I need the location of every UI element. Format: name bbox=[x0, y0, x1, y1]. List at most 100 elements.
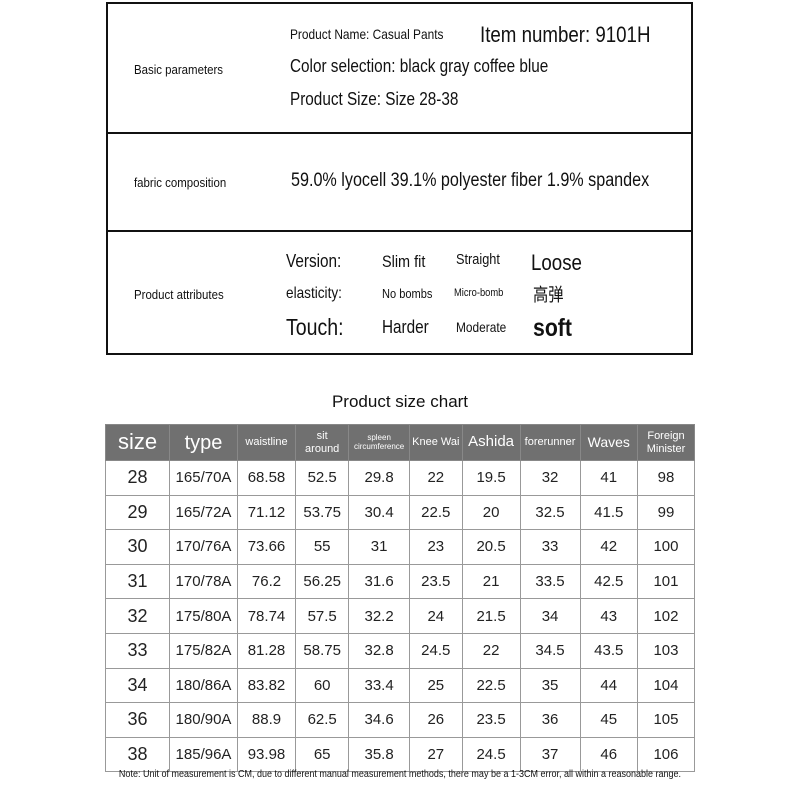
table-cell: 43 bbox=[579, 598, 638, 634]
table-cell: 20 bbox=[461, 494, 521, 531]
table-cell: 100 bbox=[636, 529, 696, 565]
table-cell: 41 bbox=[579, 460, 638, 496]
table-cell: 46 bbox=[579, 736, 638, 773]
table-cell: 175/82A bbox=[169, 632, 238, 669]
table-cell: 42 bbox=[579, 529, 638, 565]
version-option: Loose bbox=[531, 250, 582, 275]
table-cell: 68.58 bbox=[236, 460, 297, 496]
table-cell: 65 bbox=[295, 736, 350, 773]
column-header: Waves bbox=[579, 424, 638, 461]
column-header: type bbox=[169, 424, 238, 461]
table-cell: 73.66 bbox=[236, 529, 297, 565]
fabric-box: fabric composition 59.0% lyocell 39.1% p… bbox=[106, 132, 693, 232]
table-cell: 105 bbox=[636, 702, 696, 738]
version-label: Version: bbox=[286, 251, 342, 271]
table-cell: 76.2 bbox=[236, 563, 297, 600]
table-row: 33 175/82A 81.28 58.75 32.8 24.5 22 34.5 43.5 103 bbox=[104, 632, 696, 669]
fabric-value: 59.0% lyocell 39.1% polyester fiber 1.9%… bbox=[291, 170, 650, 191]
table-cell: 33.4 bbox=[348, 667, 410, 704]
elasticity-option: 高弹 bbox=[533, 285, 564, 305]
table-cell: 101 bbox=[636, 563, 696, 600]
elasticity-option: No bombs bbox=[382, 286, 433, 301]
table-cell: 34 bbox=[519, 598, 581, 634]
column-header: spleen circumference bbox=[348, 424, 410, 461]
table-cell: 93.98 bbox=[236, 736, 297, 773]
table-cell: 165/72A bbox=[169, 494, 238, 531]
table-cell: 60 bbox=[295, 667, 350, 704]
table-cell: 33 bbox=[519, 529, 581, 565]
product-size: Product Size: Size 28-38 bbox=[290, 89, 459, 109]
item-number: Item number: 9101H bbox=[480, 22, 651, 47]
table-cell: 36 bbox=[104, 702, 171, 738]
table-cell: 62.5 bbox=[295, 702, 350, 738]
table-cell: 35 bbox=[519, 667, 581, 704]
table-cell: 32.2 bbox=[348, 598, 410, 634]
table-cell: 34 bbox=[104, 667, 171, 704]
measurement-note: Note: Unit of measurement is CM, due to … bbox=[118, 769, 682, 780]
column-header: Knee Wai bbox=[408, 424, 463, 461]
table-cell: 106 bbox=[636, 736, 696, 773]
table-cell: 22 bbox=[461, 632, 521, 669]
basic-parameters-label: Basic parameters bbox=[134, 62, 224, 77]
touch-option: soft bbox=[533, 314, 572, 342]
table-row: 32 175/80A 78.74 57.5 32.2 24 21.5 34 43 102 bbox=[104, 598, 696, 634]
table-cell: 102 bbox=[636, 598, 696, 634]
table-cell: 34.6 bbox=[348, 702, 410, 738]
table-cell: 165/70A bbox=[169, 460, 238, 496]
table-cell: 22 bbox=[408, 460, 463, 496]
table-cell: 24.5 bbox=[461, 736, 521, 773]
table-row: 28 165/70A 68.58 52.5 29.8 22 19.5 32 41 98 bbox=[104, 460, 696, 496]
table-cell: 37 bbox=[519, 736, 581, 773]
table-row: 29 165/72A 71.12 53.75 30.4 22.5 20 32.5 41.5 99 bbox=[104, 494, 696, 531]
table-cell: 56.25 bbox=[295, 563, 350, 600]
table-cell: 23 bbox=[408, 529, 463, 565]
product-name: Product Name: Casual Pants bbox=[290, 26, 444, 42]
column-header: sit around bbox=[295, 424, 350, 461]
table-cell: 175/80A bbox=[169, 598, 238, 634]
table-cell: 25 bbox=[408, 667, 463, 704]
column-header: Foreign Minister bbox=[636, 424, 696, 461]
table-cell: 180/86A bbox=[169, 667, 238, 704]
column-header: Ashida bbox=[461, 424, 521, 461]
table-cell: 33 bbox=[104, 632, 171, 669]
table-cell: 21.5 bbox=[461, 598, 521, 634]
table-cell: 26 bbox=[408, 702, 463, 738]
table-cell: 34.5 bbox=[519, 632, 581, 669]
table-cell: 31 bbox=[348, 529, 410, 565]
table-cell: 19.5 bbox=[461, 460, 521, 496]
table-cell: 31 bbox=[104, 563, 171, 600]
table-cell: 78.74 bbox=[236, 598, 297, 634]
table-cell: 42.5 bbox=[579, 563, 638, 600]
basic-parameters-box: Basic parameters Product Name: Casual Pa… bbox=[106, 2, 693, 134]
touch-label: Touch: bbox=[286, 314, 344, 340]
table-cell: 32 bbox=[104, 598, 171, 634]
table-row: 31 170/78A 76.2 56.25 31.6 23.5 21 33.5 42.5 101 bbox=[104, 563, 696, 600]
attributes-box: Product attributes Version: Slim fit Str… bbox=[106, 230, 693, 355]
table-cell: 81.28 bbox=[236, 632, 297, 669]
size-chart-title: Product size chart bbox=[331, 392, 469, 411]
table-cell: 52.5 bbox=[295, 460, 350, 496]
table-cell: 32 bbox=[519, 460, 581, 496]
touch-option: Harder bbox=[382, 317, 429, 337]
table-cell: 71.12 bbox=[236, 494, 297, 531]
table-row: 34 180/86A 83.82 60 33.4 25 22.5 35 44 104 bbox=[104, 667, 696, 704]
version-option: Straight bbox=[456, 251, 500, 268]
table-cell: 29 bbox=[104, 494, 171, 531]
table-cell: 58.75 bbox=[295, 632, 350, 669]
table-cell: 185/96A bbox=[169, 736, 238, 773]
table-cell: 35.8 bbox=[348, 736, 410, 773]
table-cell: 28 bbox=[104, 460, 171, 496]
table-cell: 22.5 bbox=[408, 494, 463, 531]
table-cell: 30 bbox=[104, 529, 171, 565]
table-cell: 55 bbox=[295, 529, 350, 565]
table-cell: 43.5 bbox=[579, 632, 638, 669]
table-cell: 31.6 bbox=[348, 563, 410, 600]
color-selection: Color selection: black gray coffee blue bbox=[290, 56, 549, 76]
table-cell: 170/76A bbox=[169, 529, 238, 565]
table-cell: 27 bbox=[408, 736, 463, 773]
table-cell: 45 bbox=[579, 702, 638, 738]
table-cell: 20.5 bbox=[461, 529, 521, 565]
attributes-label: Product attributes bbox=[134, 287, 224, 302]
table-cell: 57.5 bbox=[295, 598, 350, 634]
table-cell: 36 bbox=[519, 702, 581, 738]
